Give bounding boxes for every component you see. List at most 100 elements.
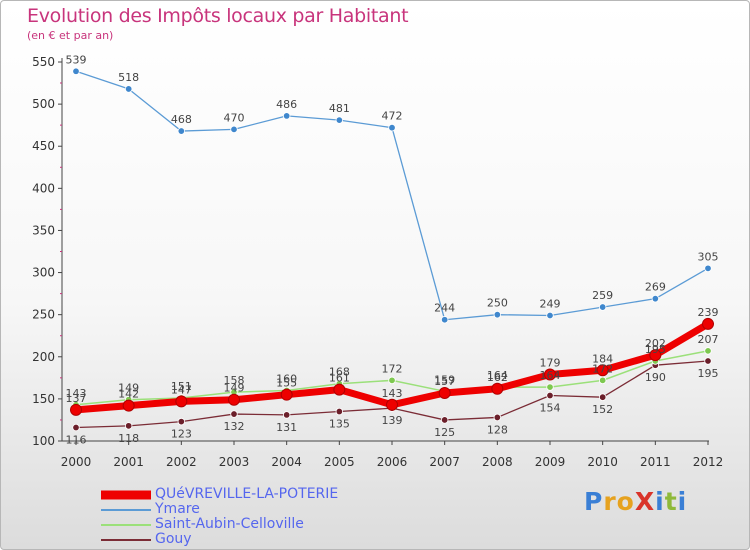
- logo-letter: t: [664, 487, 678, 516]
- data-label: 195: [645, 343, 666, 356]
- data-label: 305: [698, 250, 719, 263]
- data-point: [546, 311, 554, 320]
- data-label: 116: [66, 434, 87, 447]
- x-tick-label: 2003: [219, 455, 250, 469]
- data-point: [546, 391, 554, 400]
- data-label: 269: [645, 281, 666, 294]
- data-point: [282, 411, 291, 419]
- data-point: [388, 376, 396, 385]
- legend-label: Ymare: [155, 501, 200, 517]
- data-label: 164: [487, 369, 508, 382]
- data-point: [386, 398, 398, 411]
- y-tick-label: 500: [32, 97, 55, 111]
- data-point: [440, 316, 449, 324]
- data-label: 250: [487, 297, 508, 310]
- data-point: [335, 407, 344, 416]
- data-label: 164: [540, 369, 561, 382]
- legend-label: Gouy: [155, 531, 192, 547]
- logo-letter: i: [677, 487, 688, 516]
- data-point: [438, 386, 451, 399]
- data-point: [124, 422, 133, 430]
- logo-letter: X: [634, 487, 656, 516]
- data-label: 160: [276, 372, 297, 385]
- data-label: 259: [592, 289, 613, 302]
- data-point: [704, 357, 712, 365]
- data-label: 132: [224, 420, 245, 433]
- y-tick-label: 400: [32, 181, 55, 195]
- logo-letter: r: [603, 487, 617, 516]
- data-label: 244: [434, 302, 455, 315]
- y-tick-label: 450: [32, 139, 55, 153]
- data-label: 486: [276, 98, 297, 111]
- data-point: [122, 399, 135, 412]
- legend-label: Saint-Aubin-Celloville: [155, 516, 304, 532]
- data-point: [282, 112, 291, 120]
- data-point: [280, 388, 293, 401]
- data-point: [649, 349, 662, 362]
- x-tick-label: 2006: [377, 455, 408, 469]
- data-label: 154: [540, 402, 561, 415]
- data-label: 128: [487, 423, 508, 436]
- data-label: 142: [118, 388, 139, 401]
- x-tick-label: 2010: [587, 455, 618, 469]
- data-point: [598, 393, 607, 401]
- data-label: 239: [698, 306, 719, 319]
- data-point: [230, 410, 238, 418]
- data-label: 159: [434, 373, 455, 386]
- data-label: 168: [329, 366, 350, 379]
- data-label: 162: [487, 371, 508, 384]
- data-point: [72, 67, 80, 75]
- y-tick-label: 550: [32, 55, 55, 69]
- x-tick-label: 2012: [693, 455, 724, 469]
- data-label: 195: [698, 367, 719, 380]
- data-label: 135: [329, 418, 350, 431]
- data-label: 125: [434, 426, 455, 439]
- legend-swatch: [101, 508, 151, 511]
- data-point: [70, 403, 82, 416]
- data-point: [704, 264, 712, 273]
- data-point: [228, 393, 240, 406]
- data-label: 468: [171, 113, 192, 126]
- data-label: 472: [382, 110, 403, 123]
- legend-label: QUéVREVILLE-LA-POTERIE: [155, 486, 339, 502]
- x-tick-label: 2009: [535, 455, 566, 469]
- data-label: 139: [382, 414, 403, 427]
- series-qu-vreville-la-poterie: [70, 317, 714, 416]
- data-label: 172: [592, 362, 613, 375]
- y-tick-label: 150: [32, 392, 55, 406]
- data-point: [598, 376, 607, 385]
- data-point: [544, 368, 556, 381]
- legend-swatch: [101, 523, 151, 526]
- data-point: [596, 364, 609, 377]
- data-label: 143: [66, 387, 87, 400]
- logo-letter: P: [584, 487, 604, 516]
- data-point: [702, 317, 714, 330]
- data-point: [388, 123, 396, 132]
- data-label: 151: [171, 380, 192, 393]
- data-label: 481: [329, 102, 350, 115]
- y-tick-label: 300: [32, 266, 55, 280]
- y-tick-label: 250: [32, 308, 55, 322]
- data-point: [546, 383, 554, 391]
- x-tick-label: 2007: [429, 455, 460, 469]
- data-label: 158: [224, 374, 245, 387]
- data-point: [491, 382, 504, 395]
- data-point: [175, 395, 188, 408]
- x-tick-label: 2004: [271, 455, 302, 469]
- x-tick-label: 2001: [113, 455, 144, 469]
- data-point: [177, 127, 186, 135]
- x-tick-label: 2005: [324, 455, 355, 469]
- data-point: [651, 294, 660, 303]
- series-line: [75, 70, 709, 321]
- x-tick-label: 2011: [640, 455, 671, 469]
- data-label: 179: [540, 356, 561, 369]
- data-label: 123: [171, 428, 192, 441]
- data-point: [704, 347, 712, 355]
- data-label: 147: [171, 383, 192, 396]
- data-label: 143: [382, 387, 403, 400]
- logo-letter: i: [655, 487, 665, 516]
- data-label: 155: [276, 377, 297, 390]
- y-tick-label: 350: [32, 223, 55, 237]
